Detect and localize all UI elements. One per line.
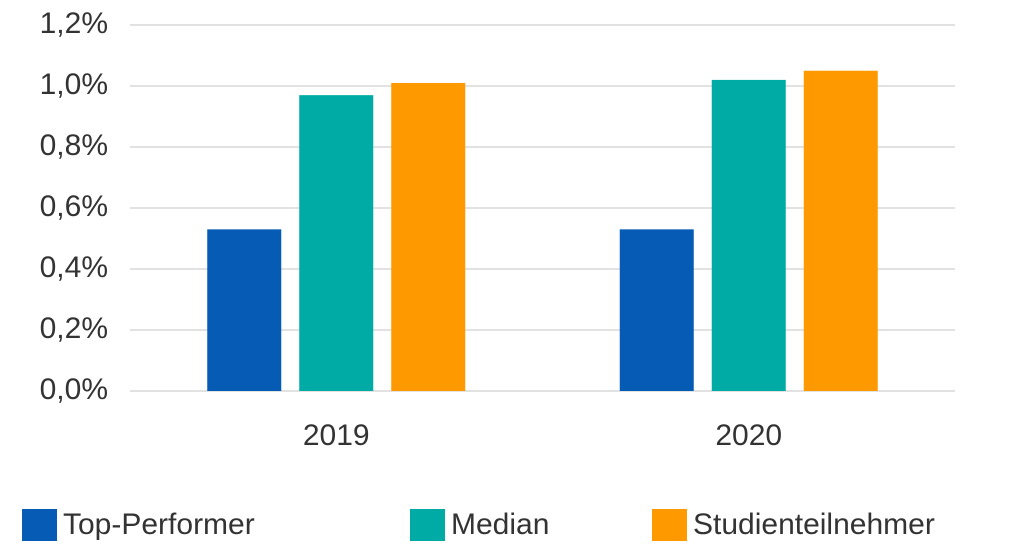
legend-label: Top-Performer xyxy=(63,508,255,541)
y-tick-label: 0,4% xyxy=(40,251,108,284)
legend-label: Median xyxy=(451,508,549,541)
legend-swatch xyxy=(652,509,687,541)
x-tick-label: 2019 xyxy=(303,419,370,452)
legend-swatch xyxy=(410,509,445,541)
legend-label: Studienteilnehmer xyxy=(693,508,935,541)
y-tick-label: 1,0% xyxy=(40,68,108,101)
bar xyxy=(391,82,466,391)
y-tick-label: 0,0% xyxy=(40,373,108,406)
y-tick-label: 1,2% xyxy=(40,7,108,40)
bar xyxy=(711,79,786,392)
bar xyxy=(299,95,374,392)
bar xyxy=(207,229,282,391)
y-tick-label: 0,2% xyxy=(40,312,108,345)
x-tick-label: 2020 xyxy=(715,419,782,452)
y-tick-label: 0,8% xyxy=(40,129,108,162)
bar xyxy=(803,70,878,391)
bar xyxy=(619,229,694,391)
legend-swatch xyxy=(22,509,57,541)
y-tick-label: 0,6% xyxy=(40,190,108,223)
